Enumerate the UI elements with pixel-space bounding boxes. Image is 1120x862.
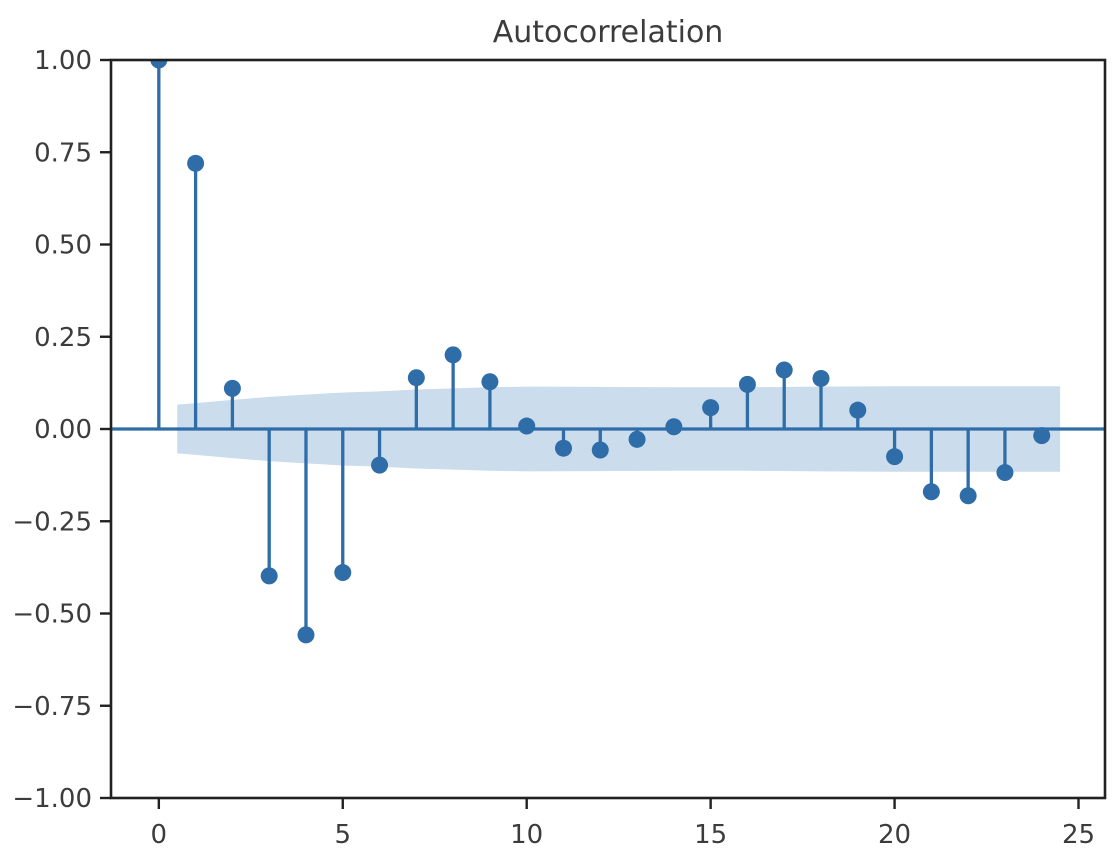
marker-lag-6 bbox=[371, 456, 389, 474]
marker-lag-19 bbox=[849, 401, 867, 419]
marker-lag-2 bbox=[223, 379, 241, 397]
y-tick-label-1.00: 1.00 bbox=[34, 46, 92, 76]
marker-lag-12 bbox=[591, 441, 609, 459]
marker-lag-3 bbox=[260, 567, 278, 585]
x-tick-label-25: 25 bbox=[1062, 820, 1095, 850]
tick-labels-group: 0 5 10 15 20 25 1.00 0.75 0.50 0.25 0.00 −0.25 −0.50… bbox=[12, 46, 1095, 850]
marker-lag-5 bbox=[334, 564, 352, 582]
marker-lag-9 bbox=[481, 373, 499, 391]
x-tick-label-15: 15 bbox=[694, 820, 727, 850]
marker-lag-17 bbox=[775, 361, 793, 379]
marker-lag-8 bbox=[444, 346, 462, 364]
marker-lag-15 bbox=[702, 399, 720, 417]
marker-lag-18 bbox=[812, 369, 830, 387]
chart-title: Autocorrelation bbox=[493, 15, 724, 50]
marker-lag-14 bbox=[665, 418, 683, 436]
x-tick-label-20: 20 bbox=[878, 820, 911, 850]
marker-lag-7 bbox=[407, 369, 425, 387]
marker-lag-11 bbox=[554, 439, 572, 457]
y-tick-label-0.50: 0.50 bbox=[34, 231, 92, 261]
x-tick-label-10: 10 bbox=[510, 820, 543, 850]
marker-lag-21 bbox=[922, 483, 940, 501]
x-tick-label-0: 0 bbox=[151, 820, 168, 850]
x-tick-label-5: 5 bbox=[334, 820, 351, 850]
marker-lag-1 bbox=[187, 154, 205, 172]
marker-lag-23 bbox=[996, 464, 1014, 482]
marker-lag-4 bbox=[297, 626, 315, 644]
axes-group bbox=[100, 58, 1107, 809]
marker-lag-24 bbox=[1033, 427, 1051, 445]
y-tick-label-−0.50: −0.50 bbox=[12, 600, 92, 630]
stem-plot-group bbox=[111, 60, 1105, 644]
y-tick-label-0.25: 0.25 bbox=[34, 323, 92, 353]
marker-lag-20 bbox=[886, 448, 904, 466]
y-tick-label-−0.25: −0.25 bbox=[12, 507, 92, 537]
y-tick-label-−0.75: −0.75 bbox=[12, 692, 92, 722]
marker-lag-10 bbox=[518, 417, 536, 435]
y-tick-label-0.00: 0.00 bbox=[34, 415, 92, 445]
marker-lag-16 bbox=[738, 375, 756, 393]
y-tick-label-−1.00: −1.00 bbox=[12, 784, 92, 814]
marker-lag-22 bbox=[959, 487, 977, 505]
marker-lag-0 bbox=[150, 60, 168, 69]
marker-lag-13 bbox=[628, 430, 646, 448]
y-tick-label-0.75: 0.75 bbox=[34, 138, 92, 168]
